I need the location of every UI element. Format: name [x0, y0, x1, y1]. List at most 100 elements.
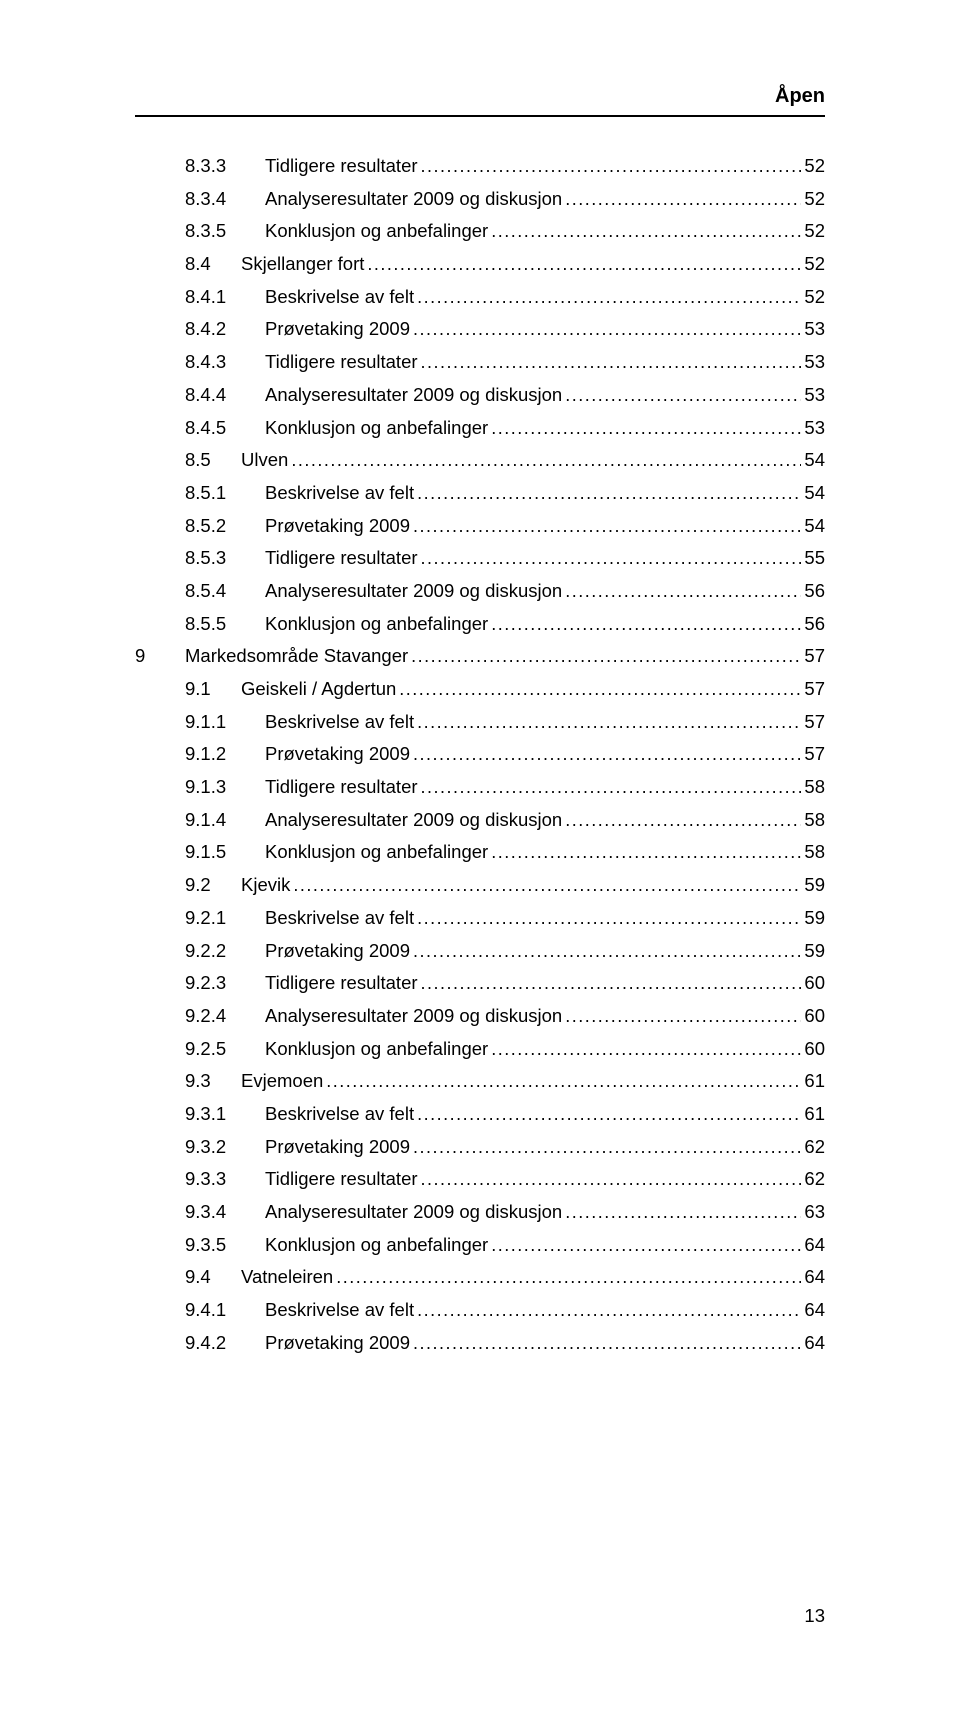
toc-title: Konklusjon og anbefalinger [265, 843, 488, 862]
toc-title: Analyseresultater 2009 og diskusjon [265, 811, 562, 830]
toc-page: 57 [804, 680, 825, 699]
toc-page: 53 [804, 320, 825, 339]
toc-number: 9.1.2 [185, 745, 265, 764]
toc-row: 9.2.5Konklusjon og anbefalinger.........… [135, 1040, 825, 1059]
toc-page: 60 [804, 974, 825, 993]
toc-leader: ........................................… [413, 1138, 801, 1156]
toc-page: 61 [804, 1105, 825, 1124]
toc-number: 9.4.2 [185, 1334, 265, 1353]
toc-page: 64 [804, 1268, 825, 1287]
toc-title: Tidligere resultater [265, 778, 418, 797]
toc-page: 56 [804, 615, 825, 634]
toc-leader: ........................................… [565, 1007, 801, 1025]
toc-row: 8.3.5Konklusjon og anbefalinger.........… [135, 222, 825, 241]
toc-title: Tidligere resultater [265, 157, 418, 176]
toc-title: Analyseresultater 2009 og diskusjon [265, 582, 562, 601]
toc-number: 9.4 [185, 1268, 241, 1287]
toc-row: 9.1.5Konklusjon og anbefalinger.........… [135, 843, 825, 862]
toc-title: Geiskeli / Agdertun [241, 680, 396, 699]
table-of-contents: 8.3.3Tidligere resultater...............… [135, 157, 825, 1366]
toc-page: 59 [804, 909, 825, 928]
toc-leader: ........................................… [417, 1105, 801, 1123]
toc-row: 9.3.2Prøvetaking 2009...................… [135, 1138, 825, 1157]
toc-page: 52 [804, 288, 825, 307]
toc-leader: ........................................… [491, 1040, 801, 1058]
toc-title: Beskrivelse av felt [265, 288, 414, 307]
toc-title: Kjevik [241, 876, 290, 895]
toc-row: 8.3.4Analyseresultater 2009 og diskusjon… [135, 190, 825, 209]
toc-page: 62 [804, 1138, 825, 1157]
toc-page: 58 [804, 811, 825, 830]
toc-page: 55 [804, 549, 825, 568]
toc-row: 8.5.1Beskrivelse av felt................… [135, 484, 825, 503]
toc-number: 9.2.1 [185, 909, 265, 928]
toc-page: 58 [804, 843, 825, 862]
toc-title: Tidligere resultater [265, 974, 418, 993]
toc-page: 58 [804, 778, 825, 797]
toc-number: 9.4.1 [185, 1301, 265, 1320]
toc-page: 57 [804, 713, 825, 732]
toc-number: 9.2.4 [185, 1007, 265, 1026]
toc-leader: ........................................… [291, 451, 801, 469]
toc-row: 9.2.4Analyseresultater 2009 og diskusjon… [135, 1007, 825, 1026]
toc-title: Analyseresultater 2009 og diskusjon [265, 386, 562, 405]
toc-row: 9Markedsområde Stavanger................… [135, 647, 825, 666]
toc-row: 9.3.5Konklusjon og anbefalinger.........… [135, 1236, 825, 1255]
header-rule [135, 115, 825, 117]
toc-row: 8.4.1Beskrivelse av felt................… [135, 288, 825, 307]
toc-number: 9.2.3 [185, 974, 265, 993]
toc-number: 9.1 [185, 680, 241, 699]
toc-title: Vatneleiren [241, 1268, 333, 1287]
toc-title: Prøvetaking 2009 [265, 517, 410, 536]
header-classification: Åpen [775, 85, 825, 108]
toc-row: 9.3.3Tidligere resultater...............… [135, 1170, 825, 1189]
toc-row: 8.5.5Konklusjon og anbefalinger.........… [135, 615, 825, 634]
toc-leader: ........................................… [417, 288, 801, 306]
toc-number: 9.2 [185, 876, 241, 895]
toc-number: 9.1.5 [185, 843, 265, 862]
toc-title: Prøvetaking 2009 [265, 320, 410, 339]
toc-number: 8.4.4 [185, 386, 265, 405]
toc-title: Beskrivelse av felt [265, 484, 414, 503]
toc-number: 9.3 [185, 1072, 241, 1091]
toc-number: 8.5.5 [185, 615, 265, 634]
toc-leader: ........................................… [417, 713, 801, 731]
toc-row: 9.1.3Tidligere resultater...............… [135, 778, 825, 797]
toc-leader: ........................................… [417, 909, 801, 927]
toc-leader: ........................................… [565, 811, 801, 829]
toc-leader: ........................................… [421, 1170, 802, 1188]
toc-page: 60 [804, 1007, 825, 1026]
toc-page: 64 [804, 1301, 825, 1320]
toc-leader: ........................................… [491, 843, 801, 861]
toc-row: 8.5.4Analyseresultater 2009 og diskusjon… [135, 582, 825, 601]
toc-leader: ........................................… [411, 647, 801, 665]
toc-leader: ........................................… [491, 419, 801, 437]
toc-title: Beskrivelse av felt [265, 909, 414, 928]
toc-title: Konklusjon og anbefalinger [265, 222, 488, 241]
toc-number: 9.3.5 [185, 1236, 265, 1255]
toc-number: 9.3.2 [185, 1138, 265, 1157]
toc-leader: ........................................… [293, 876, 801, 894]
toc-number: 8.3.4 [185, 190, 265, 209]
toc-page: 62 [804, 1170, 825, 1189]
toc-title: Beskrivelse av felt [265, 713, 414, 732]
toc-number: 8.4 [185, 255, 241, 274]
toc-title: Tidligere resultater [265, 353, 418, 372]
toc-page: 59 [804, 876, 825, 895]
toc-number: 8.4.3 [185, 353, 265, 372]
toc-row: 9.2Kjevik...............................… [135, 876, 825, 895]
toc-row: 9.3.1Beskrivelse av felt................… [135, 1105, 825, 1124]
toc-leader: ........................................… [421, 778, 802, 796]
toc-page: 52 [804, 255, 825, 274]
toc-page: 60 [804, 1040, 825, 1059]
toc-title: Konklusjon og anbefalinger [265, 1040, 488, 1059]
toc-number: 9.3.1 [185, 1105, 265, 1124]
toc-number: 9.3.3 [185, 1170, 265, 1189]
toc-row: 8.4.2Prøvetaking 2009...................… [135, 320, 825, 339]
toc-page: 52 [804, 222, 825, 241]
toc-number: 8.5.2 [185, 517, 265, 536]
toc-leader: ........................................… [413, 1334, 801, 1352]
toc-title: Skjellanger fort [241, 255, 364, 274]
toc-page: 54 [804, 517, 825, 536]
toc-page: 52 [804, 157, 825, 176]
